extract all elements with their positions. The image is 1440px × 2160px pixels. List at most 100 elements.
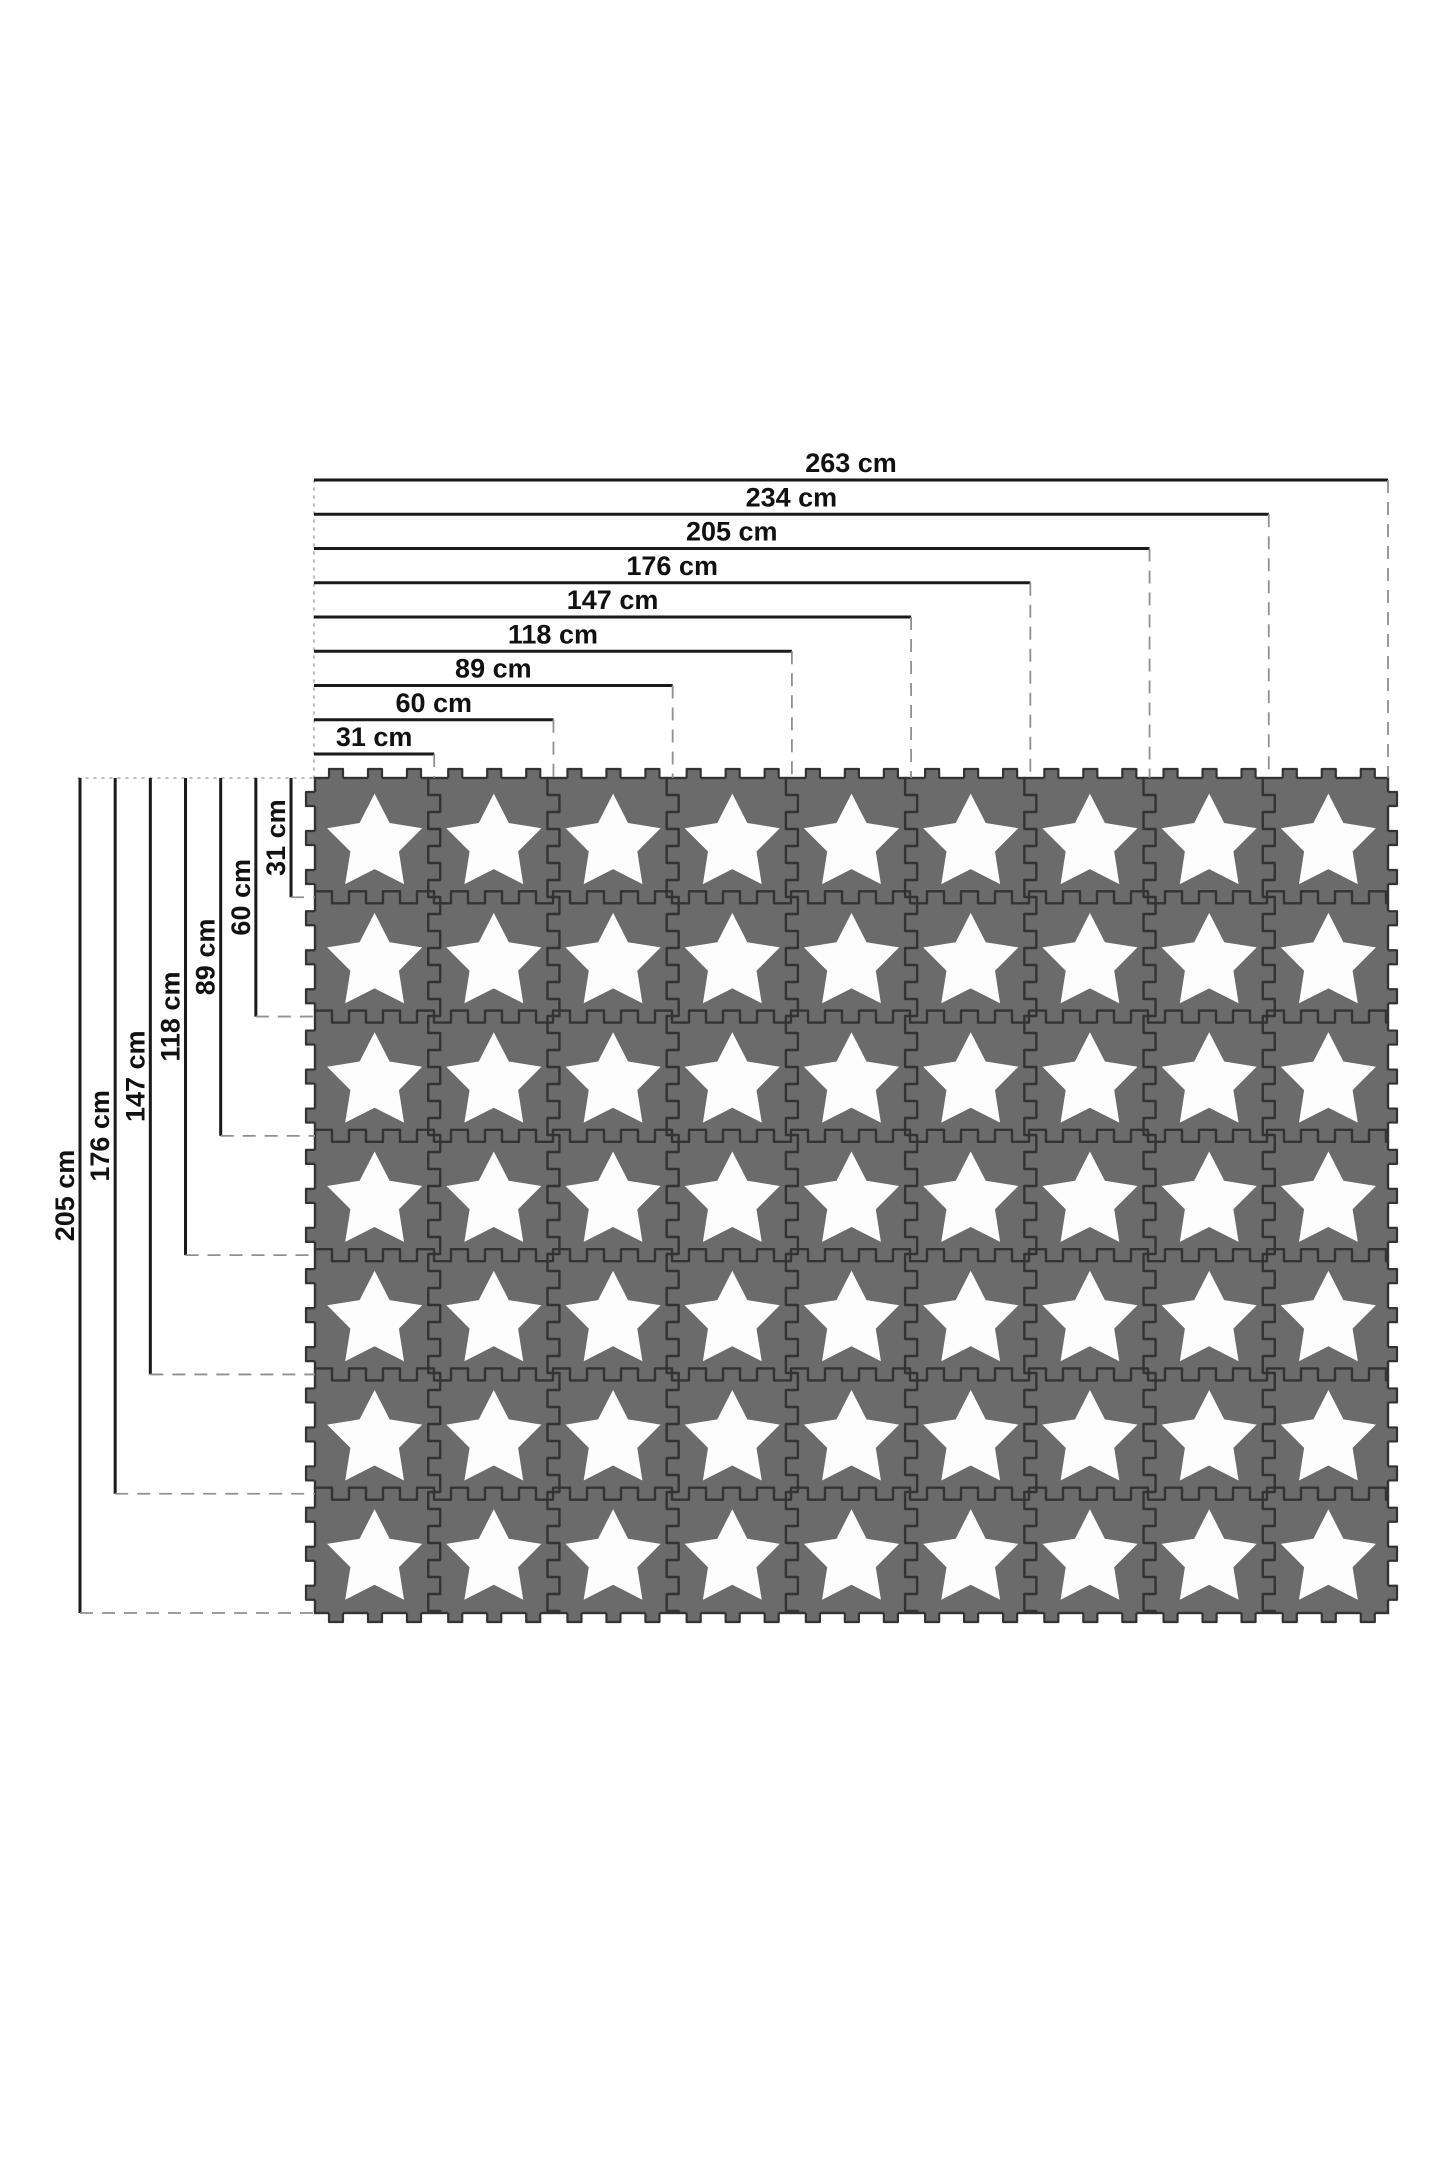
mat-tile-star bbox=[1042, 793, 1138, 885]
mat-tile-star bbox=[1042, 1151, 1138, 1242]
mat-tile-star bbox=[327, 793, 423, 885]
left-dimension-label: 147 cm bbox=[120, 1030, 150, 1122]
edge-nub bbox=[1386, 1507, 1397, 1522]
edge-nub bbox=[306, 1507, 317, 1522]
edge-nub-outline bbox=[304, 1226, 315, 1243]
edge-nub bbox=[645, 1611, 660, 1622]
edge-nub-outline bbox=[304, 868, 315, 886]
edge-nub-outline bbox=[1388, 1307, 1399, 1324]
edge-nub bbox=[964, 769, 979, 780]
edge-nub-outline bbox=[304, 1506, 315, 1523]
edge-nub bbox=[306, 1308, 317, 1323]
edge-nub bbox=[306, 1030, 317, 1045]
edge-nub bbox=[1386, 831, 1397, 845]
edge-nub bbox=[606, 1611, 621, 1622]
edge-nub-outline bbox=[1359, 767, 1376, 778]
seam-line-vertical bbox=[1023, 776, 1038, 1615]
edge-nub bbox=[883, 769, 898, 780]
edge-nub-outline bbox=[304, 949, 315, 966]
edge-nub-outline bbox=[1162, 1613, 1179, 1624]
edge-nub bbox=[407, 769, 421, 780]
left-dimension-label: 176 cm bbox=[85, 1090, 115, 1182]
top-dimension-label: 147 cm bbox=[567, 585, 659, 615]
mat-tile-star bbox=[803, 1390, 900, 1481]
edge-nub bbox=[1386, 1546, 1397, 1561]
edge-nub-outline bbox=[304, 1545, 315, 1562]
seam-line-vertical bbox=[1142, 776, 1157, 1615]
seam-line-horizontal bbox=[313, 890, 1390, 905]
edge-nub bbox=[606, 769, 621, 780]
edge-nub bbox=[686, 1611, 701, 1622]
edge-nub-outline bbox=[1388, 1268, 1399, 1285]
edge-nub-outline bbox=[1043, 1613, 1060, 1624]
mat-tile-star bbox=[1280, 1270, 1376, 1362]
mat-tile-star bbox=[565, 1270, 661, 1362]
edge-nub-outline bbox=[1359, 1613, 1376, 1624]
mat-tile-star bbox=[684, 793, 780, 885]
seam-line-vertical bbox=[784, 776, 800, 1615]
mat-tile-star bbox=[446, 1509, 542, 1600]
edge-nub-outline bbox=[405, 1613, 423, 1624]
mat-tile-star bbox=[446, 1270, 542, 1362]
edge-nub bbox=[725, 769, 740, 780]
edge-nub-outline bbox=[605, 1613, 622, 1624]
edge-nub-outline bbox=[304, 1148, 315, 1165]
edge-nub bbox=[1241, 769, 1256, 780]
edge-nub-outline bbox=[763, 767, 780, 778]
edge-nub bbox=[306, 911, 317, 926]
edge-nub-outline bbox=[304, 790, 315, 808]
edge-nub-outline bbox=[843, 1613, 860, 1624]
edge-nub-outline bbox=[1388, 1068, 1399, 1085]
mat-tile-star bbox=[565, 1151, 661, 1242]
edge-nub-outline bbox=[685, 1613, 702, 1624]
edge-nub-outline bbox=[1388, 829, 1399, 847]
seam-line-vertical bbox=[665, 776, 680, 1615]
edge-nub-outline bbox=[304, 1187, 315, 1204]
edge-nub-outline bbox=[304, 829, 315, 847]
edge-nub-outline bbox=[685, 767, 702, 778]
edge-nub bbox=[306, 1069, 317, 1084]
edge-nub bbox=[964, 1611, 979, 1622]
mat-tile-star bbox=[327, 1509, 423, 1600]
edge-nub-outline bbox=[525, 767, 542, 778]
edge-nub bbox=[487, 769, 502, 780]
edge-nub bbox=[1241, 1611, 1256, 1622]
mat-tile-star bbox=[684, 1270, 780, 1362]
mat-tile-star bbox=[1161, 793, 1257, 885]
top-dimension-label: 31 cm bbox=[336, 722, 413, 752]
edge-nub bbox=[1386, 911, 1397, 926]
mat-tile-star bbox=[1161, 1390, 1257, 1481]
edge-nub-outline bbox=[1388, 949, 1399, 966]
edge-nub bbox=[1321, 1611, 1336, 1622]
edge-nub-outline bbox=[1201, 767, 1218, 778]
edge-nub-outline bbox=[304, 1107, 315, 1124]
edge-nub bbox=[1122, 1611, 1137, 1622]
mat-tile-star bbox=[1161, 912, 1257, 1004]
edge-nub bbox=[1386, 1069, 1397, 1084]
mat-tile-star bbox=[565, 1509, 661, 1600]
edge-nub-outline bbox=[1320, 767, 1337, 778]
edge-nub bbox=[1386, 1388, 1397, 1403]
edge-nub-outline bbox=[724, 1613, 741, 1624]
edge-nub-outline bbox=[486, 767, 503, 778]
top-dimension-label: 176 cm bbox=[626, 551, 718, 581]
mat-tile-star bbox=[327, 912, 423, 1004]
top-dimension-label: 234 cm bbox=[746, 482, 838, 512]
edge-nub-outline bbox=[1121, 767, 1138, 778]
seam-line-horizontal bbox=[313, 1486, 1390, 1501]
edge-nub bbox=[1321, 769, 1336, 780]
edge-nub bbox=[1360, 1611, 1375, 1622]
edge-nub bbox=[883, 1611, 898, 1622]
top-dimension-label: 60 cm bbox=[395, 688, 472, 718]
edge-nub bbox=[805, 1611, 820, 1622]
edge-nub-outline bbox=[1002, 1613, 1019, 1624]
edge-nub-outline bbox=[1388, 1426, 1399, 1443]
edge-nub bbox=[306, 792, 317, 806]
top-dimension-label: 118 cm bbox=[508, 619, 598, 649]
top-dimension-label: 205 cm bbox=[686, 517, 778, 547]
edge-nub bbox=[1202, 1611, 1217, 1622]
edge-nub-outline bbox=[1121, 1613, 1138, 1624]
edge-nub-outline bbox=[405, 767, 423, 778]
edge-nub-outline bbox=[1388, 910, 1399, 927]
